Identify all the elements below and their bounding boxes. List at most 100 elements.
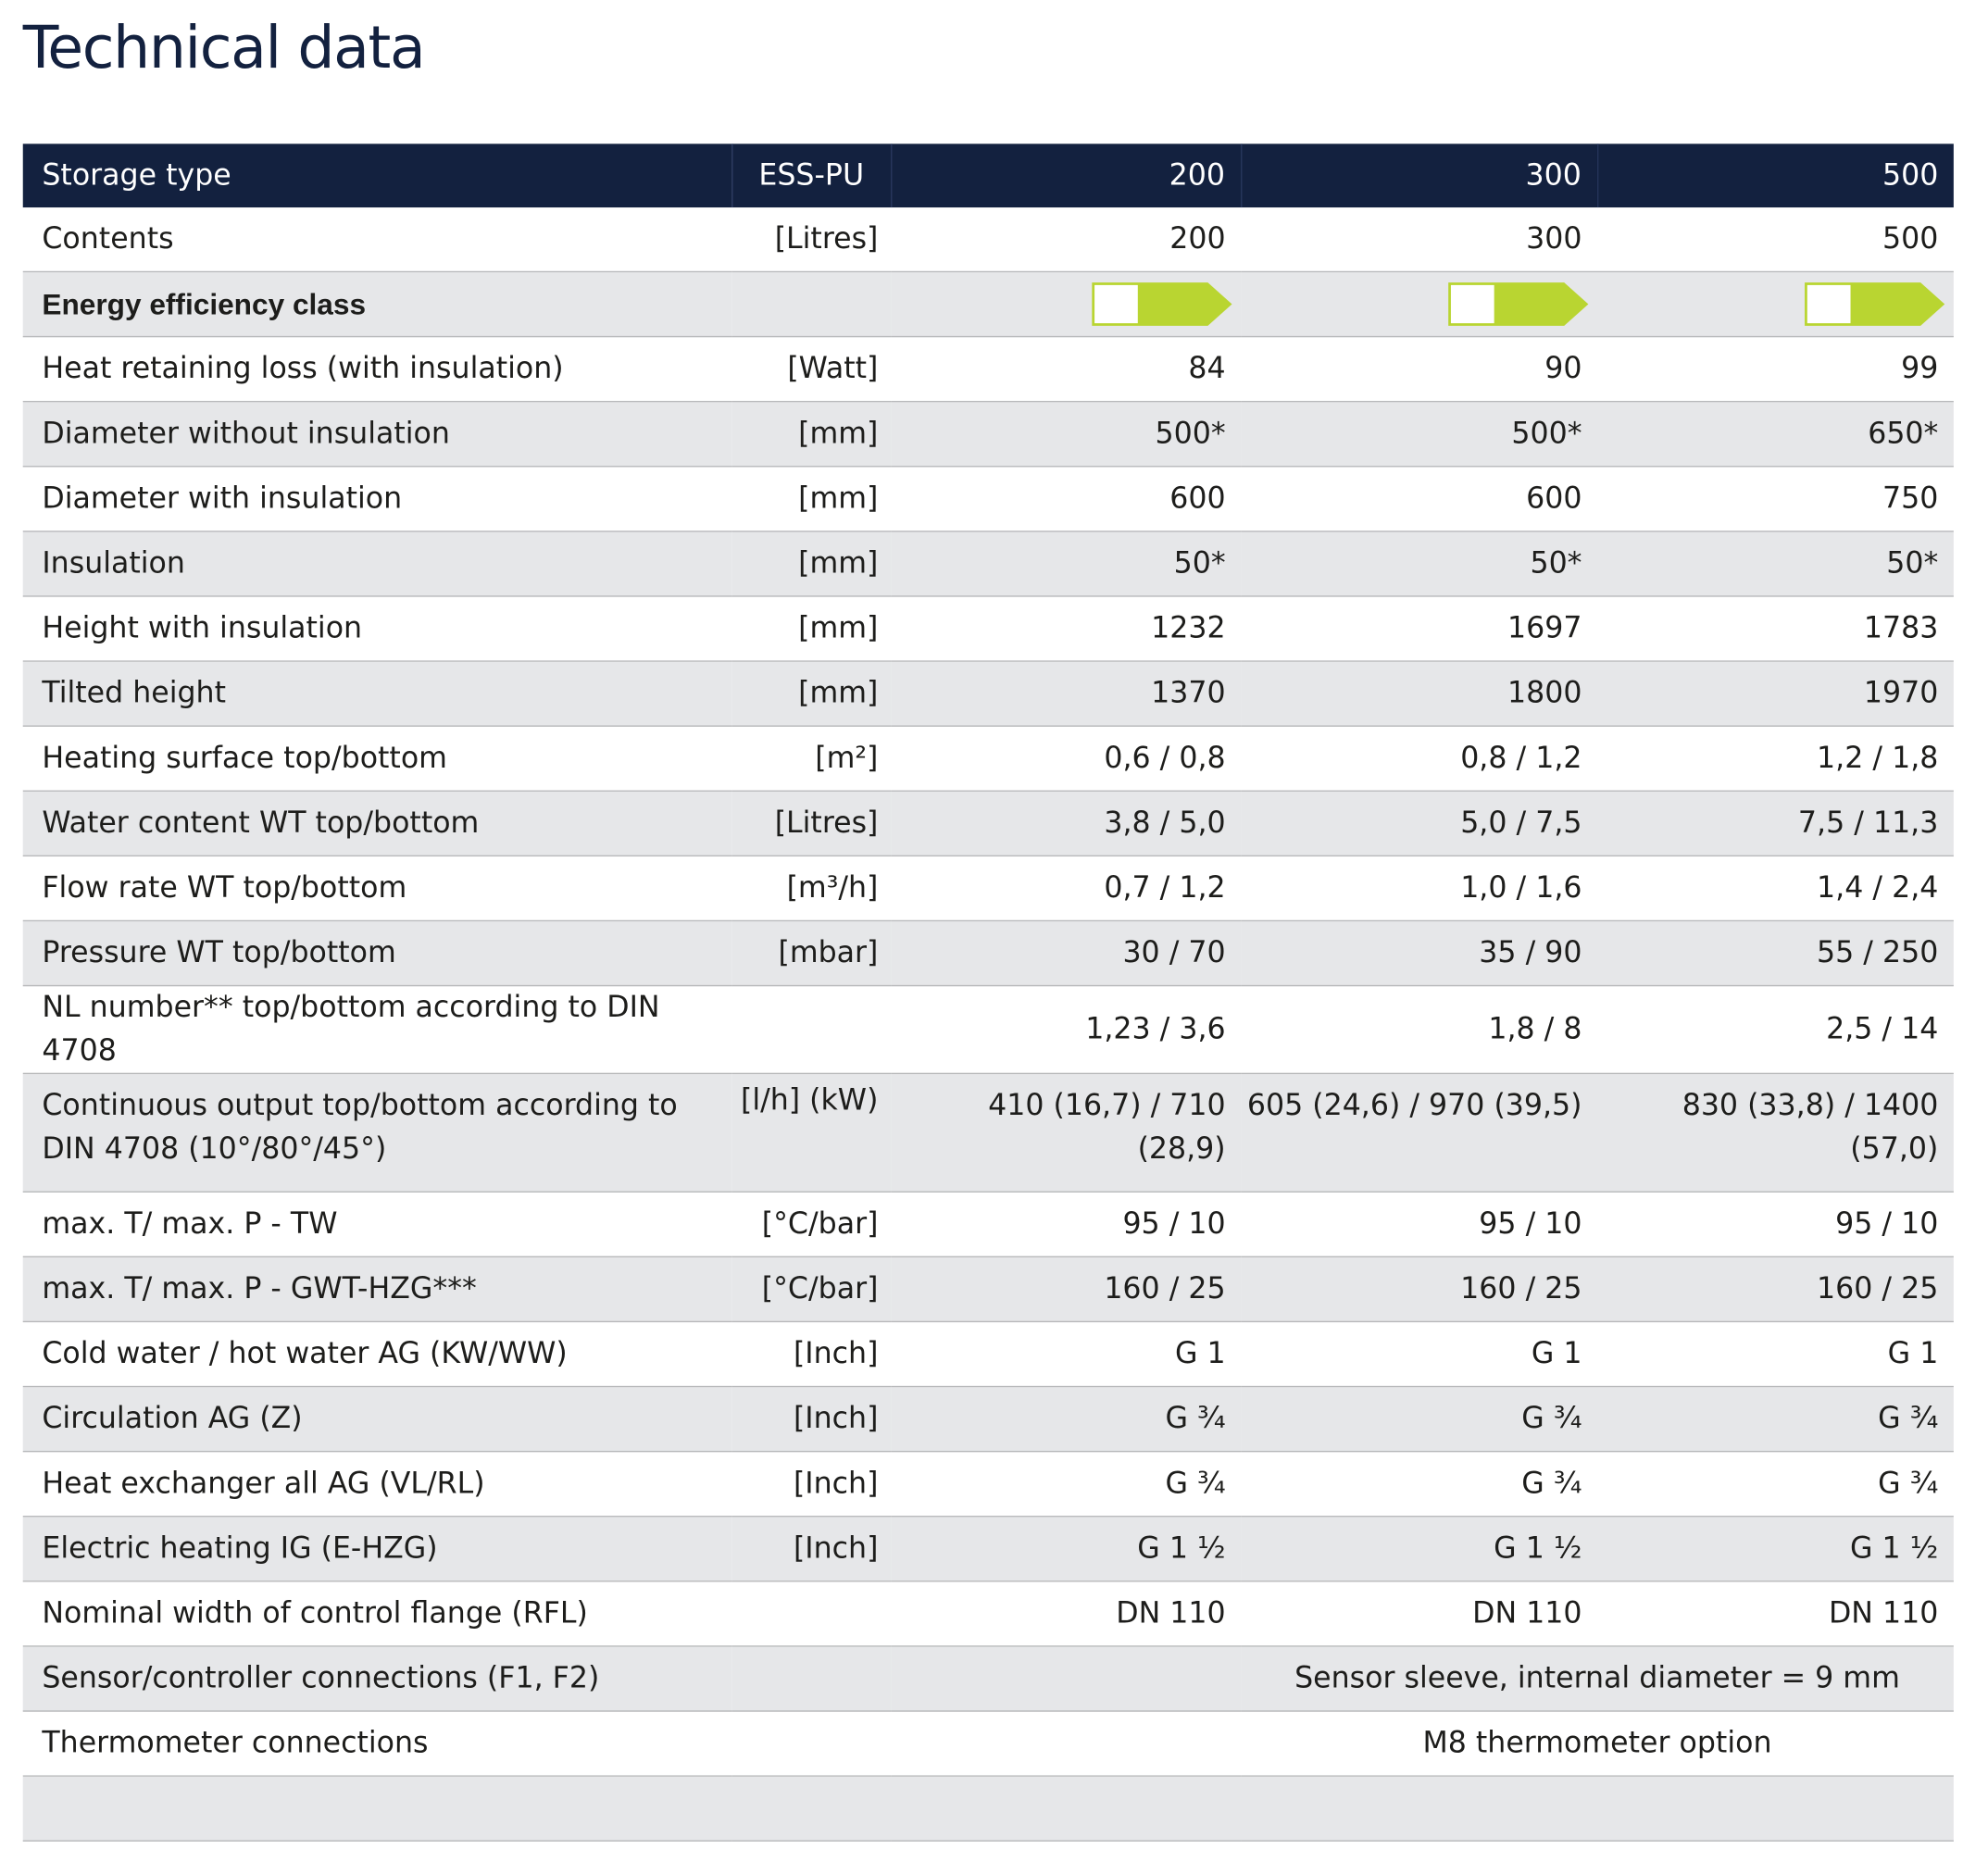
energy-badge <box>1447 281 1590 327</box>
row-unit <box>731 271 892 338</box>
badge-icon <box>1805 282 1945 326</box>
table-row: Water content WT top/bottom [Litres] 3,8 /… <box>22 791 1954 857</box>
row-value: 84 <box>891 336 1242 403</box>
row-value: G 1 <box>1241 1321 1597 1388</box>
row-unit: [Inch] <box>731 1451 892 1518</box>
row-value <box>891 1711 1242 1777</box>
row-value: 3,8 / 5,0 <box>891 791 1242 857</box>
row-value <box>1596 271 1954 338</box>
row-value: 50* <box>1241 531 1597 597</box>
row-value: G 1 ½ <box>1241 1516 1597 1582</box>
row-unit: [Inch] <box>731 1321 892 1388</box>
row-value: 99 <box>1596 336 1954 403</box>
row-value: G ¾ <box>891 1451 1242 1518</box>
row-value: 1697 <box>1241 595 1597 662</box>
row-value: 160 / 25 <box>891 1256 1242 1323</box>
table-row: Insulation [mm] 50* 50* 50* <box>22 531 1954 597</box>
row-value: 50* <box>891 531 1242 597</box>
row-label: Diameter with insulation <box>22 466 732 532</box>
row-unit: [Inch] <box>731 1386 892 1453</box>
energy-badge <box>1804 281 1946 327</box>
row-unit: [mm] <box>731 661 892 727</box>
badge-icon <box>1448 282 1589 326</box>
row-unit: [mm] <box>731 531 892 597</box>
row-value: 2,5 / 14 <box>1596 985 1954 1075</box>
row-value: 55 / 250 <box>1596 920 1954 987</box>
row-label: Heat retaining loss (with insulation) <box>22 336 732 403</box>
row-value: 1783 <box>1596 595 1954 662</box>
row-value: G ¾ <box>1596 1451 1954 1518</box>
row-value: 1,23 / 3,6 <box>891 985 1242 1075</box>
row-value: DN 110 <box>891 1580 1242 1647</box>
row-value: 0,7 / 1,2 <box>891 856 1242 922</box>
table-row: Diameter with insulation [mm] 600 600 750 <box>22 466 1954 532</box>
header-cell: 200 <box>890 144 1242 208</box>
table-row: Nominal width of control flange (RFL) DN … <box>22 1580 1954 1647</box>
row-label: Thermometer connections <box>22 1711 732 1777</box>
row-value: 1,8 / 8 <box>1241 985 1597 1075</box>
row-label: max. T/ max. P - TW <box>22 1192 732 1258</box>
header-row: Storage type ESS-PU 200 300 500 <box>22 144 1954 208</box>
row-label: Flow rate WT top/bottom <box>22 856 732 922</box>
table-row: Heat retaining loss (with insulation) [Wa… <box>22 336 1954 403</box>
table-row: Contents [Litres] 200 300 500 <box>22 207 1954 273</box>
row-label: Tilted height <box>22 661 732 727</box>
table-row: Continuous output top/bottom according t… <box>22 1073 1954 1193</box>
row-value: 7,5 / 11,3 <box>1596 791 1954 857</box>
row-value: G ¾ <box>891 1386 1242 1453</box>
row-value: 650* <box>1596 401 1954 468</box>
row-value: G 1 ½ <box>1596 1516 1954 1582</box>
row-label: Electric heating IG (E-HZG) <box>22 1516 732 1582</box>
row-label: Insulation <box>22 531 732 597</box>
row-unit: [mm] <box>731 401 892 468</box>
row-value: 0,8 / 1,2 <box>1241 726 1597 792</box>
table-row: Heating surface top/bottom [m²] 0,6 / 0,8 0… <box>22 726 1954 792</box>
row-value: 90 <box>1241 336 1597 403</box>
row-label: Pressure WT top/bottom <box>22 920 732 987</box>
row-value: 95 / 10 <box>1596 1192 1954 1258</box>
row-unit: [Watt] <box>731 336 892 403</box>
row-value: 1800 <box>1241 661 1597 727</box>
row-value: G ¾ <box>1596 1386 1954 1453</box>
row-label: Sensor/controller connections (F1, F2) <box>22 1645 732 1712</box>
row-unit: [mbar] <box>731 920 892 987</box>
title: Technical data <box>22 12 426 81</box>
row-value: 300 <box>1241 207 1597 273</box>
row-label: max. T/ max. P - GWT-HZG*** <box>22 1256 732 1323</box>
row-value: 750 <box>1596 466 1954 532</box>
header-cell: Storage type <box>22 144 732 208</box>
row-unit <box>731 1711 892 1777</box>
row-label: Continuous output top/bottom according t… <box>22 1073 732 1193</box>
row-label: Nominal width of control flange (RFL) <box>22 1580 732 1647</box>
table-row: Sensor/controller connections (F1, F2) Se… <box>22 1645 1954 1712</box>
row-value: 830 (33,8) / 1400 (57,0) <box>1596 1073 1954 1193</box>
empty-row <box>22 1776 1954 1842</box>
row-value: 160 / 25 <box>1241 1256 1597 1323</box>
row-unit <box>731 985 892 1075</box>
row-value: G 1 ½ <box>891 1516 1242 1582</box>
row-value: G ¾ <box>1241 1386 1597 1453</box>
row-label: Energy efficiency class <box>22 271 732 338</box>
row-label: Diameter without insulation <box>22 401 732 468</box>
row-value: 1970 <box>1596 661 1954 727</box>
row-value: 500 <box>1596 207 1954 273</box>
row-value: 1,4 / 2,4 <box>1596 856 1954 922</box>
row-label: NL number** top/bottom according to DIN … <box>22 985 732 1075</box>
row-unit <box>731 1580 892 1647</box>
row-value: 410 (16,7) / 710 (28,9) <box>891 1073 1242 1193</box>
row-value: 1232 <box>891 595 1242 662</box>
badge-icon <box>1092 282 1232 326</box>
row-value: 1,0 / 1,6 <box>1241 856 1597 922</box>
row-unit: [mm] <box>731 595 892 662</box>
row-value: 5,0 / 7,5 <box>1241 791 1597 857</box>
header-cell: 300 <box>1240 144 1597 208</box>
row-value: 95 / 10 <box>891 1192 1242 1258</box>
row-note: M8 thermometer option <box>1241 1711 1954 1777</box>
row-unit: [l/h] (kW) <box>731 1073 892 1193</box>
table-row: Cold water / hot water AG (KW/WW) [Inch] G… <box>22 1321 1954 1388</box>
table-row: Thermometer connections M8 thermometer op… <box>22 1711 1954 1777</box>
table-row: Tilted height [mm] 1370 1800 1970 <box>22 661 1954 727</box>
row-unit: [°C/bar] <box>731 1192 892 1258</box>
